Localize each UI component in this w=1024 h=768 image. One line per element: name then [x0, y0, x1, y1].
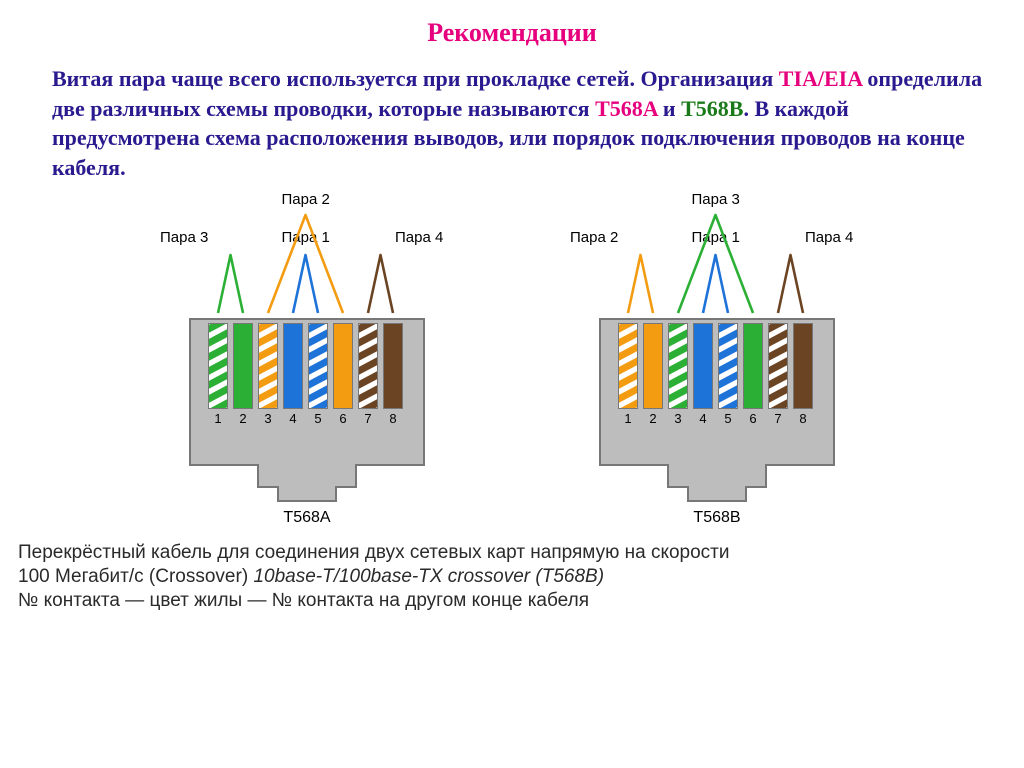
wire: [768, 323, 788, 409]
footer-line1: Перекрёстный кабель для соединения двух …: [18, 541, 1006, 565]
wire: [618, 323, 638, 409]
pin-number: 5: [308, 411, 328, 426]
wire: [333, 323, 353, 409]
wire: [693, 323, 713, 409]
page-title: Рекомендации: [0, 0, 1024, 58]
diagram-row: Пара 3Пара 2Пара 1Пара 412345678T568A Па…: [0, 193, 1024, 527]
footer-text: Перекрёстный кабель для соединения двух …: [0, 527, 1024, 614]
pin-number: 3: [258, 411, 278, 426]
wire: [358, 323, 378, 409]
rj45-jack: 12345678: [596, 315, 838, 505]
pin-number: 5: [718, 411, 738, 426]
pin-number: 4: [283, 411, 303, 426]
pin-numbers: 12345678: [618, 411, 813, 426]
wire-row: [208, 323, 403, 409]
footer-l2a: 100 Мегабит/с (Crossover): [18, 566, 253, 587]
intro-t568a: T568A: [595, 96, 657, 121]
footer-line2: 100 Мегабит/с (Crossover) 10base-T/100ba…: [18, 565, 1006, 589]
wire: [283, 323, 303, 409]
pin-number: 1: [208, 411, 228, 426]
pin-number: 8: [793, 411, 813, 426]
wire: [383, 323, 403, 409]
intro-paragraph: Витая пара чаще всего используется при п…: [0, 58, 1024, 183]
wire: [668, 323, 688, 409]
footer-l2b: 10base-T/100base-TX crossover (T568B): [253, 566, 604, 587]
wire: [718, 323, 738, 409]
intro-and: и: [657, 96, 681, 121]
pair-label: Пара 2: [282, 191, 330, 208]
pin-number: 7: [768, 411, 788, 426]
connector-t568a: Пара 3Пара 2Пара 1Пара 412345678T568A: [157, 193, 457, 527]
title-text: Рекомендации: [427, 18, 597, 47]
pair-label: Пара 3: [692, 191, 740, 208]
pin-number: 7: [358, 411, 378, 426]
pin-number: 3: [668, 411, 688, 426]
wire: [258, 323, 278, 409]
pin-numbers: 12345678: [208, 411, 403, 426]
standard-label: T568B: [567, 509, 867, 527]
wire: [308, 323, 328, 409]
pin-number: 2: [643, 411, 663, 426]
footer-line3: № контакта — цвет жилы — № контакта на д…: [18, 589, 1006, 613]
intro-tia: TIA/EIA: [779, 66, 862, 91]
intro-seg1: Витая пара чаще всего используется при п…: [52, 66, 779, 91]
pin-number: 6: [333, 411, 353, 426]
wire: [793, 323, 813, 409]
intro-t568b: T568B: [681, 96, 743, 121]
wire: [208, 323, 228, 409]
wire: [643, 323, 663, 409]
standard-label: T568A: [157, 509, 457, 527]
wire: [743, 323, 763, 409]
connector-t568b: Пара 2Пара 3Пара 1Пара 412345678T568B: [567, 193, 867, 527]
pin-number: 8: [383, 411, 403, 426]
pin-number: 2: [233, 411, 253, 426]
wire-row: [618, 323, 813, 409]
wire: [233, 323, 253, 409]
pin-number: 4: [693, 411, 713, 426]
pin-number: 6: [743, 411, 763, 426]
pin-number: 1: [618, 411, 638, 426]
rj45-jack: 12345678: [186, 315, 428, 505]
